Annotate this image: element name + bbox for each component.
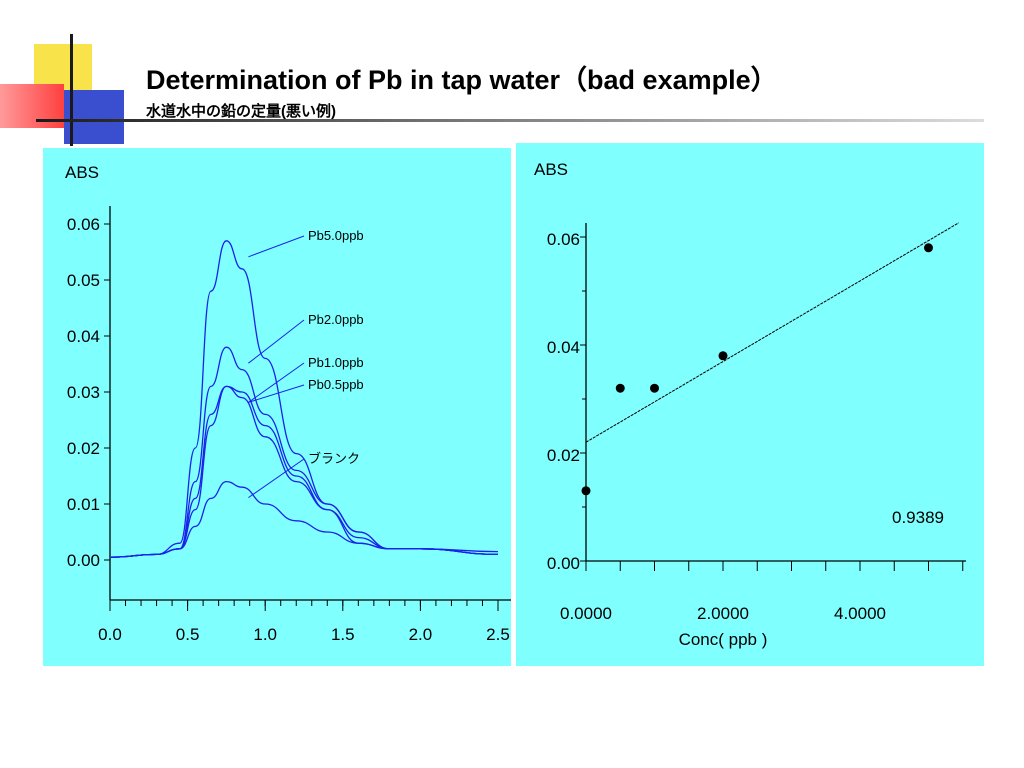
x-tick-label: 2.0: [409, 625, 433, 644]
peak-label-3: Pb0.5ppb: [308, 377, 364, 392]
peak-curve-1: [109, 346, 499, 558]
calibration-curve-chart: ABS 0.00 0.02 0.04 0.06 0.0000 2.0000 4.0000 Con…: [516, 143, 984, 666]
peak-curve-0: [109, 240, 499, 558]
data-point-1: [615, 383, 625, 393]
data-point-3: [718, 351, 728, 361]
decor-vertical-rule: [70, 34, 73, 146]
y-tick-label: 0.04: [547, 338, 580, 357]
peak-leader-line-0: [248, 235, 305, 258]
y-tick-label: 0.01: [67, 495, 100, 514]
y-tick-label: 0.06: [547, 230, 580, 249]
peaks-chart-svg: ABS 0.00 0.01 0.02 0.03 0.04 0.05 0.06 0.0 0.5 1.0…: [65, 163, 511, 644]
y-tick-label: 0.06: [67, 215, 100, 234]
slide-subtitle: 水道水中の鉛の定量(悪い例): [146, 103, 336, 120]
x-tick-label: 4.0000: [834, 604, 886, 623]
peak-curve-4: [109, 480, 499, 558]
y-tick-label: 0.00: [67, 551, 100, 570]
y-tick-label: 0.02: [67, 439, 100, 458]
y-tick-label: 0.05: [67, 271, 100, 290]
peak-leader-line-1: [248, 319, 305, 364]
data-point-2: [650, 383, 659, 393]
y-axis-label: ABS: [65, 163, 99, 182]
fit-line: [585, 222, 960, 443]
peak-label-2: Pb1.0ppb: [308, 355, 364, 370]
x-tick-label: 0.5: [176, 625, 200, 644]
calibration-chart-svg: ABS 0.00 0.02 0.04 0.06 0.0000 2.0000 4.0000 Con…: [534, 160, 966, 649]
peak-label-1: Pb2.0ppb: [308, 312, 364, 327]
decor-blue-square: [64, 90, 124, 144]
peak-leader-line-2: [248, 362, 305, 403]
data-point-4: [924, 243, 933, 253]
x-tick-label: 1.5: [331, 625, 355, 644]
x-tick-label: 0.0: [98, 625, 122, 644]
peak-label-0: Pb5.0ppb: [308, 228, 364, 243]
absorbance-peaks-chart: ABS 0.00 0.01 0.02 0.03 0.04 0.05 0.06 0.0 0.5 1.0…: [43, 148, 511, 666]
x-axis-label: Conc( ppb ): [679, 630, 768, 649]
x-tick-label: 1.0: [253, 625, 277, 644]
x-tick-label: 0.0000: [560, 604, 612, 623]
y-tick-label: 0.02: [547, 446, 580, 465]
y-tick-label: 0.00: [547, 554, 580, 573]
x-tick-label: 2.5: [486, 625, 510, 644]
x-tick-label: 2.0000: [697, 604, 749, 623]
correlation-annotation: 0.9389: [892, 508, 944, 527]
data-point-0: [581, 486, 591, 496]
peak-curve-3: [109, 385, 499, 558]
decor-horizontal-rule: [36, 119, 984, 122]
y-tick-label: 0.04: [67, 327, 100, 346]
peak-leader-line-4: [248, 458, 305, 499]
peak-label-4: ブランク: [308, 451, 360, 466]
y-axis-label: ABS: [534, 160, 568, 179]
peak-curve-2: [109, 385, 499, 558]
y-tick-label: 0.03: [67, 383, 100, 402]
peak-leader-line-3: [248, 384, 305, 403]
slide-title: Determination of Pb in tap water（bad exa…: [146, 65, 778, 95]
